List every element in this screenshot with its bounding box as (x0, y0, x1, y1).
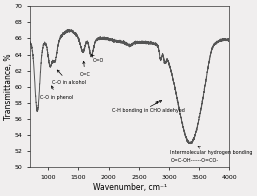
Text: Intermolecular hydrogen bonding: Intermolecular hydrogen bonding (170, 146, 253, 155)
Text: C-H bonding in CHO aldehyed: C-H bonding in CHO aldehyed (112, 101, 185, 113)
Text: C=O: C=O (91, 55, 104, 63)
Text: O=C-OH------O=CO-: O=C-OH------O=CO- (170, 159, 218, 163)
Text: C-O in phenol: C-O in phenol (40, 86, 74, 100)
Y-axis label: Transmittance, %: Transmittance, % (4, 54, 13, 120)
X-axis label: Wavenumber, cm⁻¹: Wavenumber, cm⁻¹ (93, 183, 167, 192)
Text: C=C: C=C (80, 61, 90, 77)
Text: C-O in alcohol: C-O in alcohol (52, 70, 86, 85)
